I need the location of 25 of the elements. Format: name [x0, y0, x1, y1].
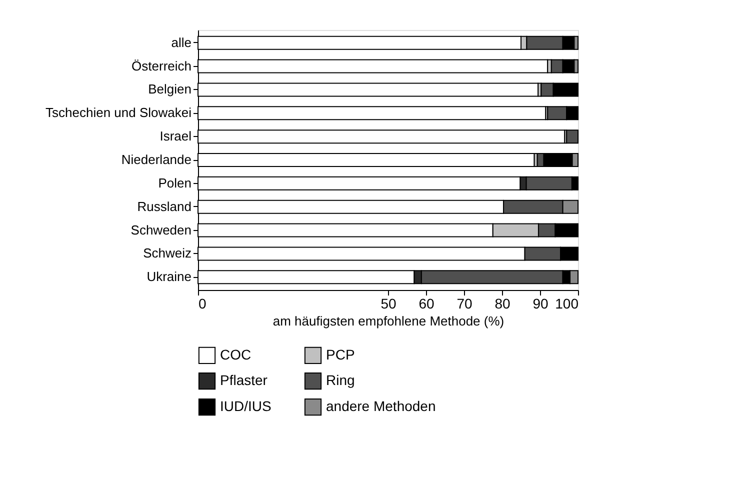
y-tick-label: Niederlande	[121, 152, 192, 167]
y-tick-label: Belgien	[148, 82, 192, 97]
x-tick-label: 70	[456, 296, 472, 312]
y-tick-label: Polen	[158, 175, 192, 190]
x-axis-title: am häufigsten empfohlene Methode (%)	[272, 314, 504, 328]
x-tick-label: 60	[418, 296, 434, 312]
y-tick-label: Russland	[137, 198, 192, 214]
y-tick-label: Ukraine	[146, 269, 192, 284]
y-tick-label: Tschechien und Slowakei	[46, 105, 192, 120]
y-tick-label: Österreich	[132, 58, 192, 74]
x-tick-label: 50	[380, 296, 396, 312]
legend-label: Pflaster	[220, 372, 268, 388]
legend-label: Ring	[326, 372, 355, 388]
x-tick-label: 80	[494, 296, 510, 312]
y-tick-label: Israel	[160, 128, 192, 144]
legend-label: PCP	[326, 346, 355, 362]
y-tick-label: alle	[171, 34, 192, 50]
y-tick-label: Schweden	[130, 222, 192, 238]
y-tick-label: Schweiz	[143, 246, 192, 261]
x-tick-label: 0	[198, 296, 206, 312]
legend-label: IUD/IUS	[220, 398, 272, 414]
x-tick-label: 100	[555, 296, 579, 312]
x-tick-label: 90	[532, 296, 548, 312]
legend-label: andere Methoden	[326, 398, 436, 414]
legend-label: COC	[220, 346, 252, 362]
